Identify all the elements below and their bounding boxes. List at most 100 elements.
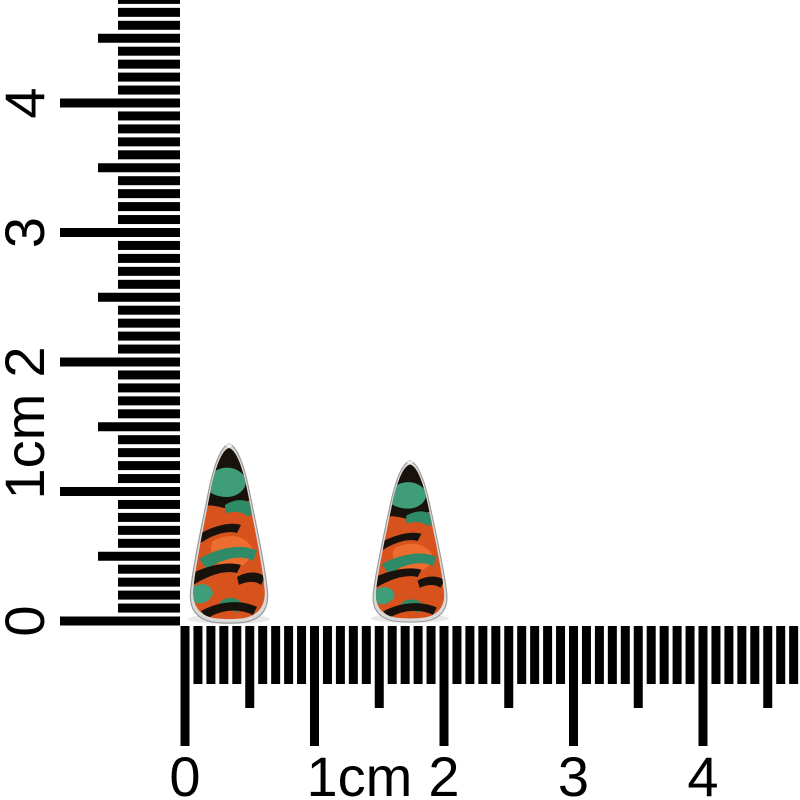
- tick-half-cm: [98, 422, 180, 432]
- tick-mm: [118, 72, 180, 82]
- tick-mm: [118, 603, 180, 613]
- tick-cm: [60, 228, 180, 237]
- tick-mm: [118, 461, 180, 471]
- tick-half-cm: [245, 626, 255, 708]
- tick-mm: [118, 46, 180, 56]
- tick-half-cm: [633, 626, 643, 708]
- tick-mm: [118, 318, 180, 328]
- tick-mm: [491, 626, 501, 684]
- tick-half-cm: [763, 626, 773, 708]
- tick-mm: [118, 266, 180, 276]
- tick-mm: [737, 626, 747, 684]
- tick-mm: [118, 176, 180, 186]
- tick-mm: [672, 626, 682, 684]
- horizontal-ruler: 0 1cm 2 3 4: [169, 626, 799, 800]
- tick-mm: [118, 344, 180, 354]
- tick-mm: [118, 564, 180, 574]
- tick-half-cm: [98, 33, 180, 43]
- tick-mm: [335, 626, 345, 684]
- tick-mm: [219, 626, 229, 684]
- tick-mm: [118, 370, 180, 380]
- tick-cm: [569, 626, 578, 746]
- tick-mm: [724, 626, 734, 684]
- tick-mm: [711, 626, 721, 684]
- ruler-label-2: 2: [428, 745, 459, 800]
- tick-mm: [685, 626, 695, 684]
- tick-mm: [646, 626, 656, 684]
- tick-mm: [118, 20, 180, 30]
- tick-mm: [789, 626, 799, 684]
- ruler-label-0: 0: [0, 605, 56, 636]
- tick-mm: [118, 0, 180, 4]
- tick-mm: [517, 626, 527, 684]
- tick-mm: [118, 279, 180, 289]
- tick-cm: [60, 616, 180, 626]
- tick-mm: [118, 538, 180, 548]
- ruler-label-3: 3: [558, 745, 589, 800]
- tick-mm: [620, 626, 630, 684]
- ruler-label-4: 4: [0, 87, 56, 118]
- tick-mm: [284, 626, 294, 684]
- tick-mm: [118, 525, 180, 535]
- tick-cm: [180, 626, 190, 746]
- tick-mm: [232, 626, 242, 684]
- tick-half-cm: [98, 551, 180, 561]
- tick-half-cm: [374, 626, 384, 708]
- tick-mm: [776, 626, 786, 684]
- tick-mm: [118, 577, 180, 587]
- tick-mm: [426, 626, 436, 684]
- tick-mm: [118, 435, 180, 445]
- tick-mm: [118, 590, 180, 600]
- tick-half-cm: [98, 163, 180, 173]
- tick-mm: [118, 150, 180, 160]
- tick-cm: [439, 626, 449, 746]
- tick-mm: [607, 626, 617, 684]
- tick-mm: [465, 626, 475, 684]
- tick-mm: [530, 626, 540, 684]
- tick-mm: [258, 626, 268, 684]
- ruler-label-4: 4: [687, 745, 718, 800]
- tick-mm: [387, 626, 397, 684]
- earring-right: [368, 460, 452, 623]
- tick-mm: [118, 202, 180, 212]
- tick-mm: [400, 626, 410, 684]
- earring-left: [185, 443, 273, 624]
- tick-mm: [118, 383, 180, 393]
- tick-mm: [118, 474, 180, 484]
- tick-mm: [118, 189, 180, 199]
- tick-mm: [118, 512, 180, 522]
- tick-mm: [193, 626, 203, 684]
- tick-mm: [206, 626, 216, 684]
- tick-mm: [118, 499, 180, 509]
- tick-mm: [271, 626, 281, 684]
- vertical-ruler: 0 1cm 2 3 4: [0, 0, 180, 637]
- tick-mm: [452, 626, 462, 684]
- tick-mm: [478, 626, 488, 684]
- tick-mm: [413, 626, 423, 684]
- tick-mm: [118, 253, 180, 263]
- tick-mm: [118, 240, 180, 250]
- tick-cm: [698, 626, 708, 746]
- ruler-label-3: 3: [0, 217, 56, 248]
- ruler-label-1cm: 1cm: [0, 394, 56, 500]
- tick-mm: [322, 626, 332, 684]
- ruler-label-1cm: 1cm: [307, 745, 413, 800]
- tick-cm: [310, 626, 319, 746]
- tick-mm: [361, 626, 371, 684]
- tick-mm: [118, 331, 180, 341]
- ruler-label-2: 2: [0, 346, 56, 377]
- tick-cm: [60, 487, 180, 496]
- tick-mm: [118, 124, 180, 134]
- tick-mm: [348, 626, 358, 684]
- tick-mm: [118, 215, 180, 225]
- tick-mm: [118, 396, 180, 406]
- tick-mm: [659, 626, 669, 684]
- tick-mm: [594, 626, 604, 684]
- tick-half-cm: [98, 292, 180, 302]
- tick-mm: [118, 137, 180, 147]
- tick-cm: [60, 98, 180, 108]
- tick-mm: [118, 448, 180, 458]
- tick-mm: [118, 85, 180, 95]
